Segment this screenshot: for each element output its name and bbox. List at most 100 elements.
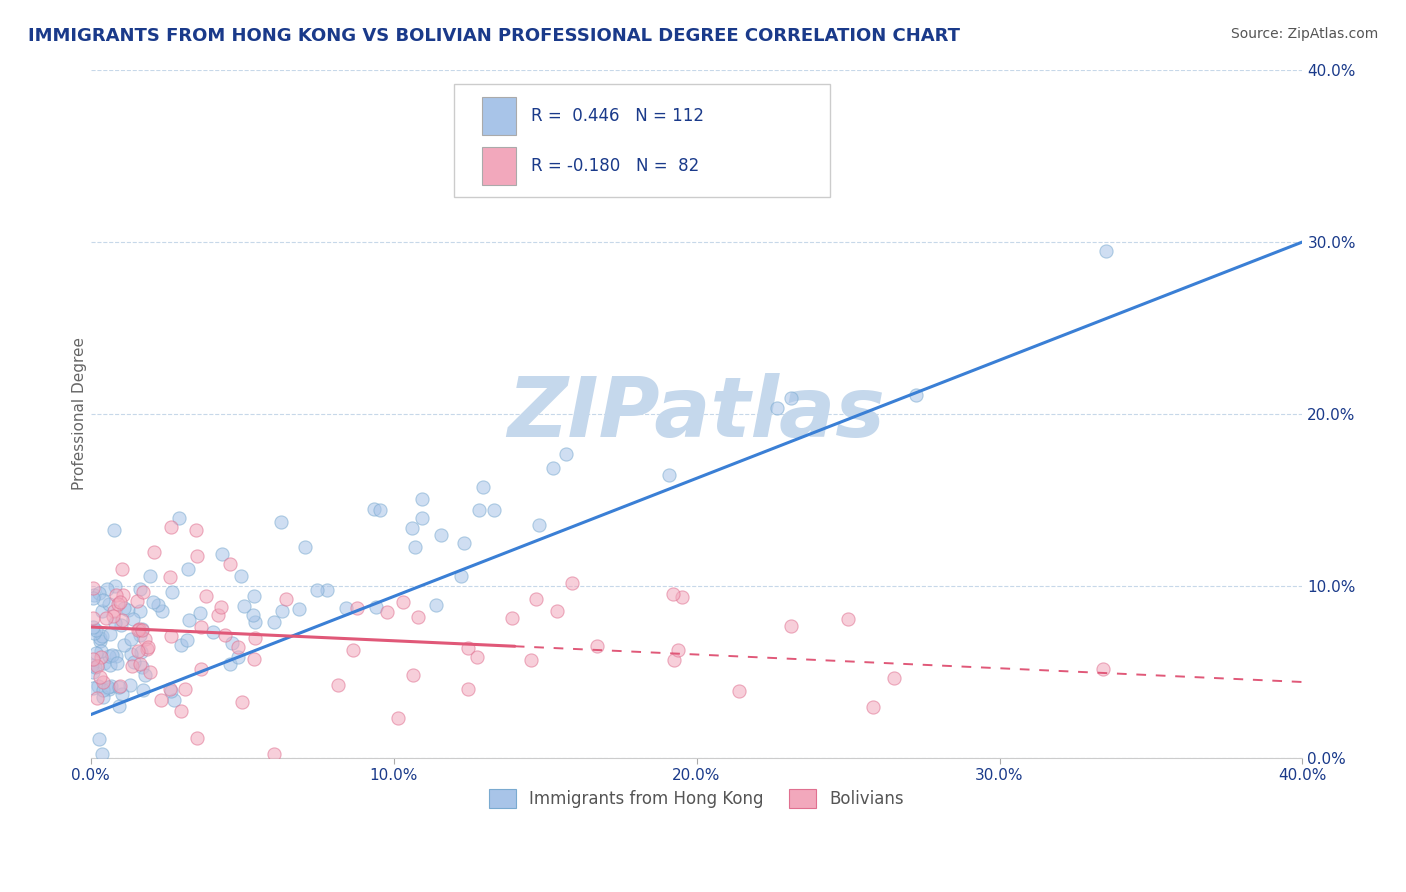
Point bbox=[529, 517, 551, 532]
Point bbox=[163, 693, 186, 707]
Point bbox=[190, 662, 212, 676]
Point bbox=[226, 640, 249, 654]
Point bbox=[482, 503, 505, 517]
Point bbox=[658, 468, 681, 483]
Point bbox=[120, 632, 142, 646]
Point bbox=[883, 671, 905, 685]
Text: Source: ZipAtlas.com: Source: ZipAtlas.com bbox=[1230, 27, 1378, 41]
Point bbox=[89, 633, 111, 648]
Point bbox=[766, 401, 789, 416]
Point bbox=[136, 640, 159, 654]
Point bbox=[160, 629, 183, 643]
Point bbox=[105, 648, 128, 663]
Point bbox=[97, 680, 120, 694]
Point bbox=[465, 650, 488, 665]
Point bbox=[370, 502, 392, 516]
Point bbox=[90, 747, 112, 762]
Point bbox=[218, 657, 240, 671]
Point bbox=[121, 658, 143, 673]
Point bbox=[134, 668, 156, 682]
Point bbox=[87, 731, 110, 746]
Point bbox=[342, 643, 364, 657]
Point bbox=[90, 649, 112, 664]
Point bbox=[110, 618, 132, 632]
Point bbox=[780, 391, 803, 405]
Point bbox=[143, 545, 166, 559]
Point bbox=[149, 693, 172, 707]
Point bbox=[82, 581, 104, 595]
Point bbox=[188, 606, 211, 620]
Point bbox=[174, 681, 197, 696]
Point bbox=[82, 652, 104, 666]
Point bbox=[184, 523, 207, 537]
Point bbox=[586, 639, 609, 653]
Point bbox=[91, 690, 114, 704]
Point bbox=[411, 511, 433, 525]
Point bbox=[541, 461, 564, 475]
Point bbox=[401, 668, 423, 682]
Point bbox=[167, 511, 190, 525]
Point bbox=[101, 648, 124, 662]
Point bbox=[554, 447, 576, 461]
Point bbox=[132, 584, 155, 599]
Point bbox=[242, 607, 264, 622]
Point bbox=[100, 679, 122, 693]
Point bbox=[91, 683, 114, 698]
Point bbox=[127, 644, 149, 658]
FancyBboxPatch shape bbox=[454, 84, 830, 197]
Point bbox=[125, 594, 148, 608]
Point bbox=[118, 678, 141, 692]
Point bbox=[194, 589, 217, 603]
Point bbox=[146, 598, 169, 612]
Point bbox=[111, 687, 134, 701]
Point bbox=[128, 628, 150, 642]
Point bbox=[546, 604, 568, 618]
Point bbox=[82, 681, 104, 696]
Point bbox=[471, 480, 494, 494]
Point bbox=[169, 704, 191, 718]
Point bbox=[110, 679, 132, 693]
Point bbox=[117, 602, 139, 616]
Point bbox=[468, 503, 491, 517]
Point bbox=[127, 623, 149, 637]
Point bbox=[232, 599, 254, 614]
Point bbox=[98, 682, 121, 697]
Point bbox=[93, 656, 115, 670]
Point bbox=[450, 569, 472, 583]
Point bbox=[82, 658, 104, 673]
Point bbox=[392, 595, 415, 609]
Point bbox=[112, 638, 135, 652]
Point bbox=[139, 569, 162, 583]
Point bbox=[457, 640, 479, 655]
Point bbox=[86, 659, 108, 673]
Point bbox=[411, 491, 433, 506]
Point bbox=[294, 540, 316, 554]
Point bbox=[243, 615, 266, 629]
Point bbox=[186, 731, 208, 746]
Point bbox=[131, 622, 153, 636]
Point bbox=[207, 608, 229, 623]
Point bbox=[524, 591, 547, 606]
Point bbox=[561, 576, 583, 591]
Point bbox=[501, 610, 523, 624]
Point bbox=[97, 597, 120, 611]
Point bbox=[129, 604, 152, 618]
Point bbox=[363, 502, 385, 516]
Point bbox=[104, 616, 127, 631]
Point bbox=[519, 653, 541, 667]
Point bbox=[242, 652, 264, 666]
Point bbox=[328, 677, 350, 691]
Point bbox=[159, 682, 181, 697]
Point bbox=[135, 641, 157, 656]
Text: R =  0.446   N = 112: R = 0.446 N = 112 bbox=[530, 107, 703, 125]
Point bbox=[862, 699, 884, 714]
Point bbox=[430, 528, 453, 542]
Point bbox=[98, 648, 121, 663]
Point bbox=[82, 611, 104, 625]
Point bbox=[668, 643, 690, 657]
Text: R = -0.180   N =  82: R = -0.180 N = 82 bbox=[530, 157, 699, 176]
Point bbox=[170, 638, 193, 652]
Point bbox=[457, 682, 479, 697]
Point bbox=[128, 622, 150, 636]
Point bbox=[1094, 244, 1116, 258]
